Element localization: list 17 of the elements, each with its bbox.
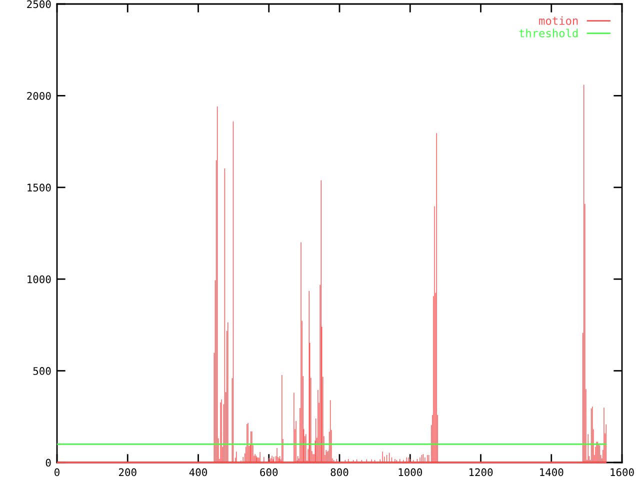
- x-tick-label: 600: [260, 468, 278, 476]
- x-tick-label: 400: [189, 468, 207, 476]
- legend-label: threshold: [519, 28, 578, 38]
- y-tick-label: 1500: [28, 184, 51, 192]
- x-tick-label: 1000: [398, 468, 422, 476]
- x-tick-label: 0: [54, 468, 60, 476]
- y-tick-label: 2000: [27, 92, 51, 100]
- y-tick-label: 1000: [28, 275, 51, 284]
- x-tick-label: 200: [118, 468, 136, 476]
- y-tick-label: 2500: [27, 0, 51, 8]
- legend-label: motion: [539, 16, 578, 25]
- x-tick-label: 1600: [610, 468, 634, 476]
- x-tick-label: 800: [330, 468, 348, 476]
- x-tick-label: 1400: [540, 468, 564, 476]
- y-tick-label: 500: [33, 367, 51, 375]
- y-tick-label: 0: [46, 458, 51, 467]
- x-tick-label: 1200: [469, 468, 493, 476]
